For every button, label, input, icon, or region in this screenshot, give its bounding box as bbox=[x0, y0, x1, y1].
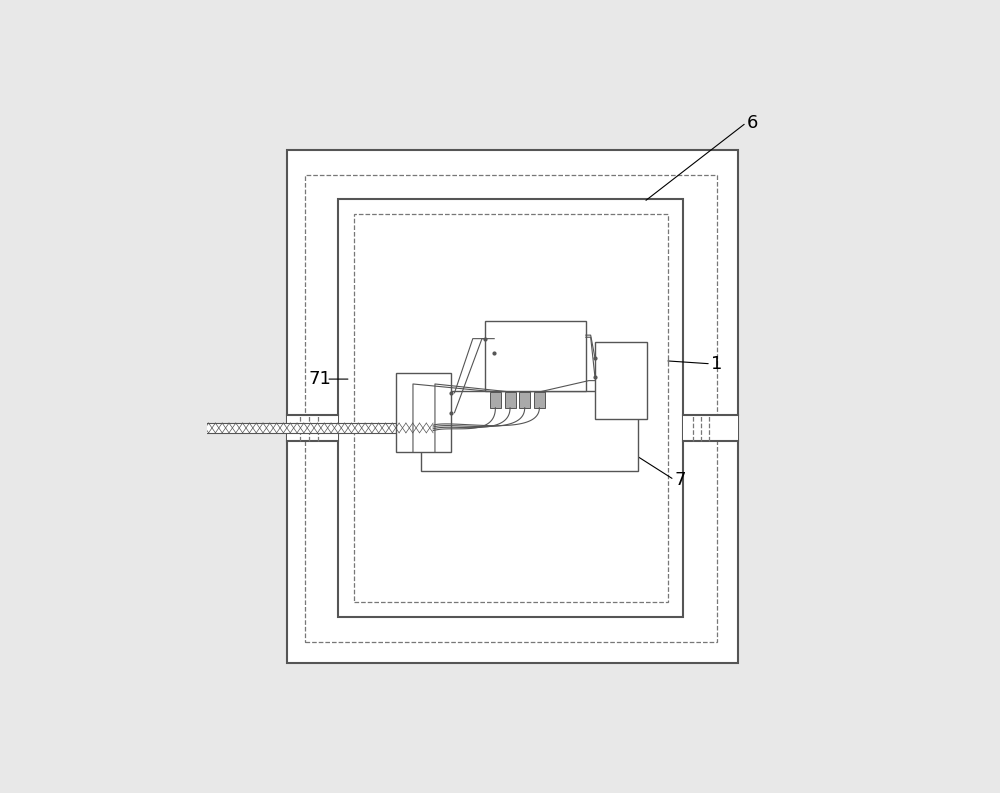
Bar bbox=[595, 343, 647, 419]
Bar bbox=[683, 415, 738, 442]
Bar bbox=[421, 391, 638, 471]
Bar bbox=[195, 423, 433, 433]
Text: 1: 1 bbox=[711, 354, 723, 373]
Text: 71: 71 bbox=[309, 370, 332, 388]
Bar bbox=[505, 392, 516, 408]
Bar bbox=[287, 415, 338, 442]
Bar bbox=[305, 174, 717, 642]
Bar bbox=[534, 392, 545, 408]
Text: 7: 7 bbox=[675, 471, 686, 488]
Bar bbox=[338, 199, 683, 617]
Text: 6: 6 bbox=[747, 113, 758, 132]
Bar bbox=[519, 392, 530, 408]
Bar bbox=[490, 392, 501, 408]
Bar bbox=[287, 150, 738, 663]
Bar bbox=[354, 214, 668, 602]
Bar bbox=[396, 373, 451, 452]
Bar bbox=[485, 321, 586, 391]
